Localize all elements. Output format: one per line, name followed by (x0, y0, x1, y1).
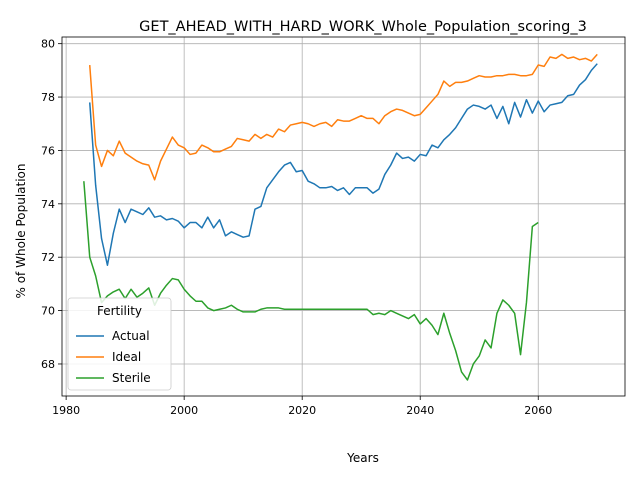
y-tick-label: 70 (41, 305, 55, 318)
series-line-sterile (83, 181, 539, 381)
x-axis-label: Years (346, 451, 379, 465)
series-line-ideal (88, 53, 598, 181)
chart-title: GET_AHEAD_WITH_HARD_WORK_Whole_Populatio… (139, 19, 587, 35)
x-tick-label: 2060 (524, 404, 552, 417)
legend-box (67, 297, 172, 391)
x-tick-label: 2040 (406, 404, 434, 417)
legend: Fertility Actual Ideal Sterile (67, 297, 172, 391)
legend-label-actual: Actual (112, 329, 150, 343)
y-tick-label: 72 (41, 251, 55, 264)
legend-title: Fertility (97, 304, 142, 318)
y-axis-label: % of Whole Population (14, 164, 28, 299)
x-tick-label: 1980 (52, 404, 80, 417)
series-line-actual (88, 63, 598, 266)
legend-label-sterile: Sterile (112, 371, 151, 385)
y-tick-label: 68 (41, 358, 55, 371)
x-tick-label: 2020 (288, 404, 316, 417)
y-tick-label: 80 (41, 38, 55, 51)
y-tick-label: 74 (41, 198, 55, 211)
legend-label-ideal: Ideal (112, 350, 141, 364)
tick-layer: 1980 2000 2020 2040 2060 68 70 72 74 76 78 80 (41, 38, 552, 417)
y-tick-label: 76 (41, 144, 55, 157)
x-tick-label: 2000 (170, 404, 198, 417)
series-layer (83, 53, 598, 381)
y-tick-label: 78 (41, 91, 55, 104)
plot-area-frame (61, 36, 626, 397)
